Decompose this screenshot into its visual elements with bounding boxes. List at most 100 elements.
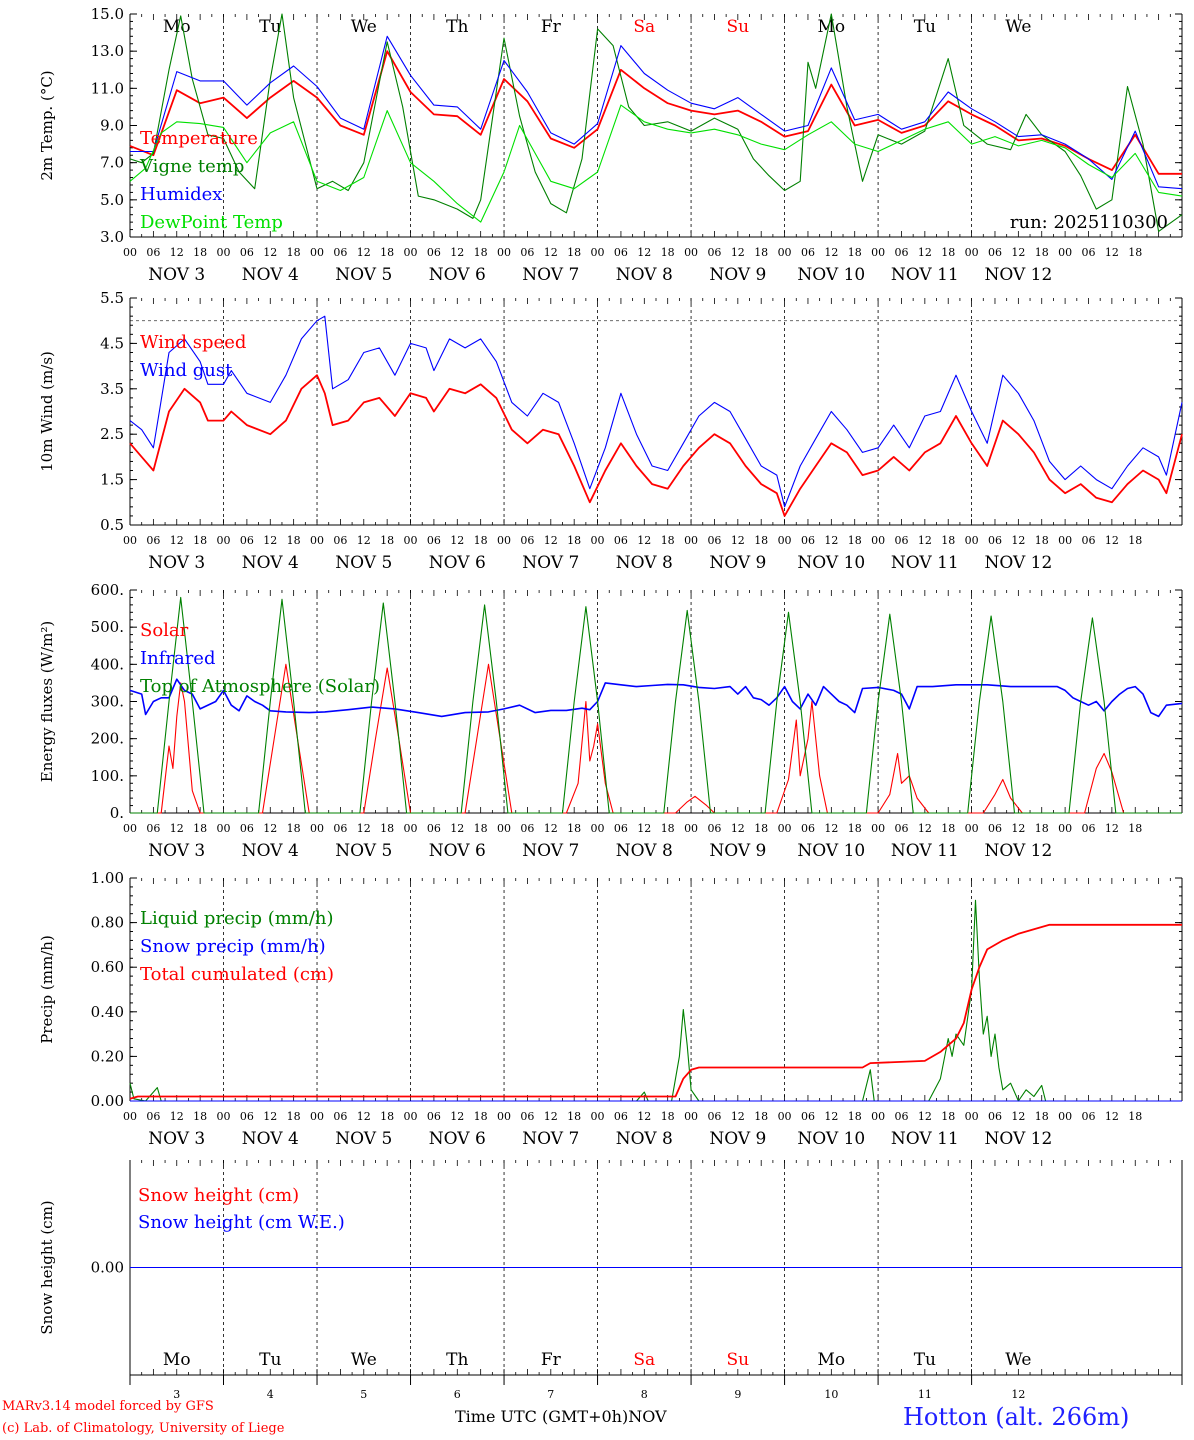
hour-tick-label: 00 <box>684 246 698 259</box>
y-tick-label: 0.40 <box>91 1003 124 1021</box>
hour-tick-label: 18 <box>380 534 394 547</box>
date-label: NOV 6 <box>429 553 486 573</box>
y-tick-label: 0.00 <box>91 1092 124 1110</box>
hour-tick-label: 06 <box>801 1110 815 1123</box>
hour-tick-label: 12 <box>357 1110 371 1123</box>
hour-tick-label: 12 <box>544 822 558 835</box>
y-tick-label: 500. <box>91 618 124 636</box>
hour-tick-label: 18 <box>941 534 955 547</box>
hour-tick-label: 00 <box>1058 1110 1072 1123</box>
day-of-week-label: Mo <box>818 17 846 37</box>
day-of-week-label: Tu <box>914 1350 936 1370</box>
date-label: NOV 9 <box>709 553 766 573</box>
y-tick-label: 100. <box>91 767 124 785</box>
y-tick-label: 3.5 <box>100 380 124 398</box>
date-label: NOV 5 <box>335 265 392 285</box>
hour-tick-label: 12 <box>918 534 932 547</box>
day-of-week-label: Su <box>727 1350 750 1370</box>
hour-tick-label: 06 <box>520 246 534 259</box>
date-label: NOV 4 <box>242 841 299 861</box>
hour-tick-label: 06 <box>707 1110 721 1123</box>
hour-tick-label: 00 <box>497 822 511 835</box>
date-label: NOV 7 <box>522 841 579 861</box>
hour-tick-label: 18 <box>567 822 581 835</box>
day-number-label: 11 <box>918 1388 932 1401</box>
hour-tick-label: 00 <box>871 1110 885 1123</box>
series-line-dewpoint-temp <box>129 104 1183 223</box>
y-tick-label: 0. <box>110 804 124 822</box>
hour-tick-label: 12 <box>357 534 371 547</box>
day-number-label: 8 <box>641 1388 648 1401</box>
day-of-week-label: Su <box>727 17 750 37</box>
date-label: NOV 12 <box>984 265 1052 285</box>
hour-tick-label: 06 <box>707 534 721 547</box>
day-number-label: 10 <box>824 1388 838 1401</box>
y-tick-label: 7.0 <box>100 154 124 172</box>
y-tick-label: 400. <box>91 655 124 673</box>
hour-tick-label: 00 <box>778 822 792 835</box>
hour-tick-label: 12 <box>1105 534 1119 547</box>
hour-tick-label: 00 <box>310 822 324 835</box>
hour-tick-label: 06 <box>614 822 628 835</box>
hour-tick-label: 18 <box>661 534 675 547</box>
hour-tick-label: 12 <box>731 246 745 259</box>
day-of-week-label: Mo <box>818 1350 846 1370</box>
hour-tick-label: 06 <box>894 534 908 547</box>
hour-tick-label: 12 <box>263 822 277 835</box>
hour-tick-label: 06 <box>427 534 441 547</box>
day-number-label: 4 <box>267 1388 274 1401</box>
hour-tick-label: 06 <box>988 822 1002 835</box>
xaxis-title: Time UTC (GMT+0h)NOV <box>455 1407 667 1426</box>
y-axis-title: 2m Temp. (°C) <box>38 70 56 180</box>
date-label: NOV 4 <box>242 553 299 573</box>
legend-entry: Wind gust <box>140 360 233 381</box>
day-of-week-label: Sa <box>633 17 655 37</box>
date-label: NOV 9 <box>709 265 766 285</box>
date-label: NOV 10 <box>797 1129 865 1149</box>
hour-tick-label: 18 <box>661 1110 675 1123</box>
y-axis-title: 10m Wind (m/s) <box>38 351 56 472</box>
date-label: NOV 8 <box>616 265 673 285</box>
hour-tick-label: 06 <box>520 822 534 835</box>
hour-tick-label: 18 <box>661 246 675 259</box>
y-tick-label: 2.5 <box>100 425 124 443</box>
hour-tick-label: 18 <box>1128 1110 1142 1123</box>
y-tick-label: 300. <box>91 693 124 711</box>
hour-tick-label: 00 <box>310 534 324 547</box>
hour-tick-label: 00 <box>778 534 792 547</box>
date-label: NOV 3 <box>148 841 205 861</box>
y-tick-label: 1.00 <box>91 869 124 887</box>
hour-tick-label: 06 <box>333 534 347 547</box>
hour-tick-label: 12 <box>731 822 745 835</box>
day-number-label: 5 <box>360 1388 367 1401</box>
date-label: NOV 6 <box>429 1129 486 1149</box>
hour-tick-label: 12 <box>637 534 651 547</box>
hour-tick-label: 12 <box>637 822 651 835</box>
hour-tick-label: 06 <box>707 822 721 835</box>
date-label: NOV 8 <box>616 841 673 861</box>
hour-tick-label: 12 <box>170 246 184 259</box>
hour-tick-label: 12 <box>731 534 745 547</box>
date-label: NOV 9 <box>709 841 766 861</box>
series-line-total-cumulated-cm- <box>129 923 1182 1100</box>
hour-tick-label: 06 <box>988 246 1002 259</box>
hour-tick-label: 06 <box>707 246 721 259</box>
legend-entry: Liquid precip (mm/h) <box>140 908 334 929</box>
hour-tick-label: 00 <box>591 534 605 547</box>
hour-tick-label: 12 <box>357 822 371 835</box>
hour-tick-label: 12 <box>918 822 932 835</box>
date-label: NOV 12 <box>984 841 1052 861</box>
hour-tick-label: 18 <box>941 1110 955 1123</box>
hour-tick-label: 18 <box>848 246 862 259</box>
hour-tick-label: 00 <box>965 246 979 259</box>
y-tick-label: 0.5 <box>100 516 124 534</box>
y-tick-label: 5.0 <box>100 191 124 209</box>
y-tick-label: 4.5 <box>100 334 124 352</box>
y-axis-title: Snow height (cm) <box>38 1200 56 1334</box>
hour-tick-label: 12 <box>357 246 371 259</box>
hour-tick-label: 06 <box>146 822 160 835</box>
hour-tick-label: 06 <box>801 822 815 835</box>
hour-tick-label: 18 <box>474 1110 488 1123</box>
day-number-label: 6 <box>454 1388 461 1401</box>
